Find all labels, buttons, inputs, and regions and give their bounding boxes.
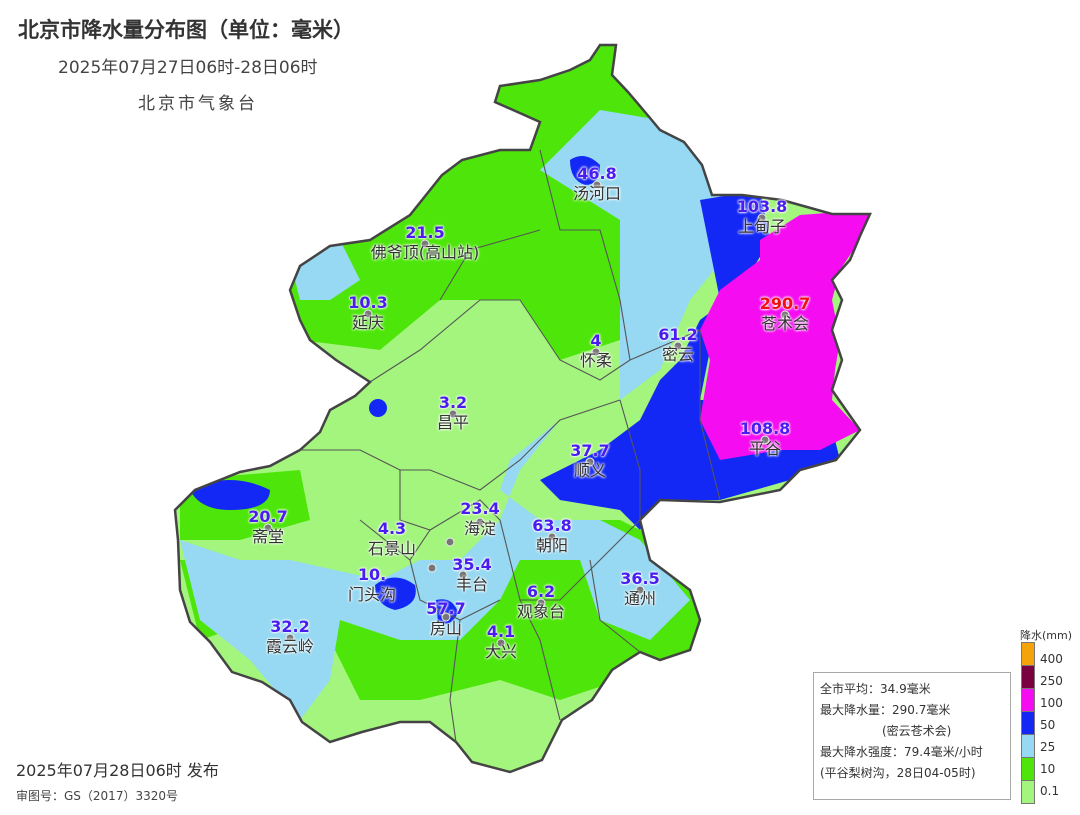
legend-swatch [1021, 758, 1035, 781]
station-dot [285, 633, 295, 643]
legend-label: 25 [1040, 740, 1056, 754]
station-dot [635, 585, 645, 595]
time-range: 2025年07月27日06时-28日06时 [58, 58, 318, 78]
legend-swatch [1021, 642, 1035, 666]
legend-swatch [1021, 689, 1035, 712]
station-dot [592, 180, 602, 190]
stats-max-intensity-location: (平谷梨树沟，28日04-05时) [820, 766, 976, 780]
station-dot [673, 341, 683, 351]
legend-label: 0.1 [1040, 784, 1060, 798]
stats-box: 全市平均：34.9毫米 最大降水量：290.7毫米 (密云苍术会) 最大降水强度… [813, 672, 1011, 800]
legend-title: 降水(mm) [1020, 629, 1073, 642]
map-review-number: 审图号：GS（2017）3320号 [16, 789, 178, 803]
station-dot [445, 537, 455, 547]
station-dot [441, 612, 451, 622]
station-dot [496, 638, 506, 648]
stats-max: 最大降水量：290.7毫米 [820, 703, 951, 717]
legend-swatch [1021, 781, 1035, 804]
legend-swatch [1021, 666, 1035, 689]
release-time: 2025年07月28日06时 发布 [16, 761, 219, 780]
legend-swatch [1021, 735, 1035, 758]
legend-label: 10 [1040, 762, 1056, 776]
station-dot [475, 517, 485, 527]
station-dot [760, 435, 770, 445]
legend-label: 50 [1040, 718, 1056, 732]
legend [1021, 642, 1035, 804]
station-dot [547, 532, 557, 542]
station-dot [591, 347, 601, 357]
stats-max-location: (密云苍术会) [882, 724, 952, 738]
station-dot [363, 309, 373, 319]
station-dot [427, 563, 437, 573]
station-dot [585, 457, 595, 467]
station-dot [757, 213, 767, 223]
station-dot [780, 310, 790, 320]
station-dot [458, 570, 468, 580]
station-dot [420, 239, 430, 249]
legend-label: 400 [1040, 652, 1063, 666]
legend-label: 100 [1040, 696, 1063, 710]
stats-average: 全市平均：34.9毫米 [820, 682, 931, 696]
station-dot [536, 598, 546, 608]
station-dot [448, 409, 458, 419]
legend-label: 250 [1040, 674, 1063, 688]
district-boundaries [300, 149, 721, 743]
stats-max-intensity: 最大降水强度：79.4毫米/小时 [820, 745, 983, 759]
agency-name: 北京市气象台 [138, 94, 258, 114]
map-title: 北京市降水量分布图（单位：毫米） [18, 18, 354, 42]
legend-swatch [1021, 712, 1035, 735]
station-dot [263, 523, 273, 533]
